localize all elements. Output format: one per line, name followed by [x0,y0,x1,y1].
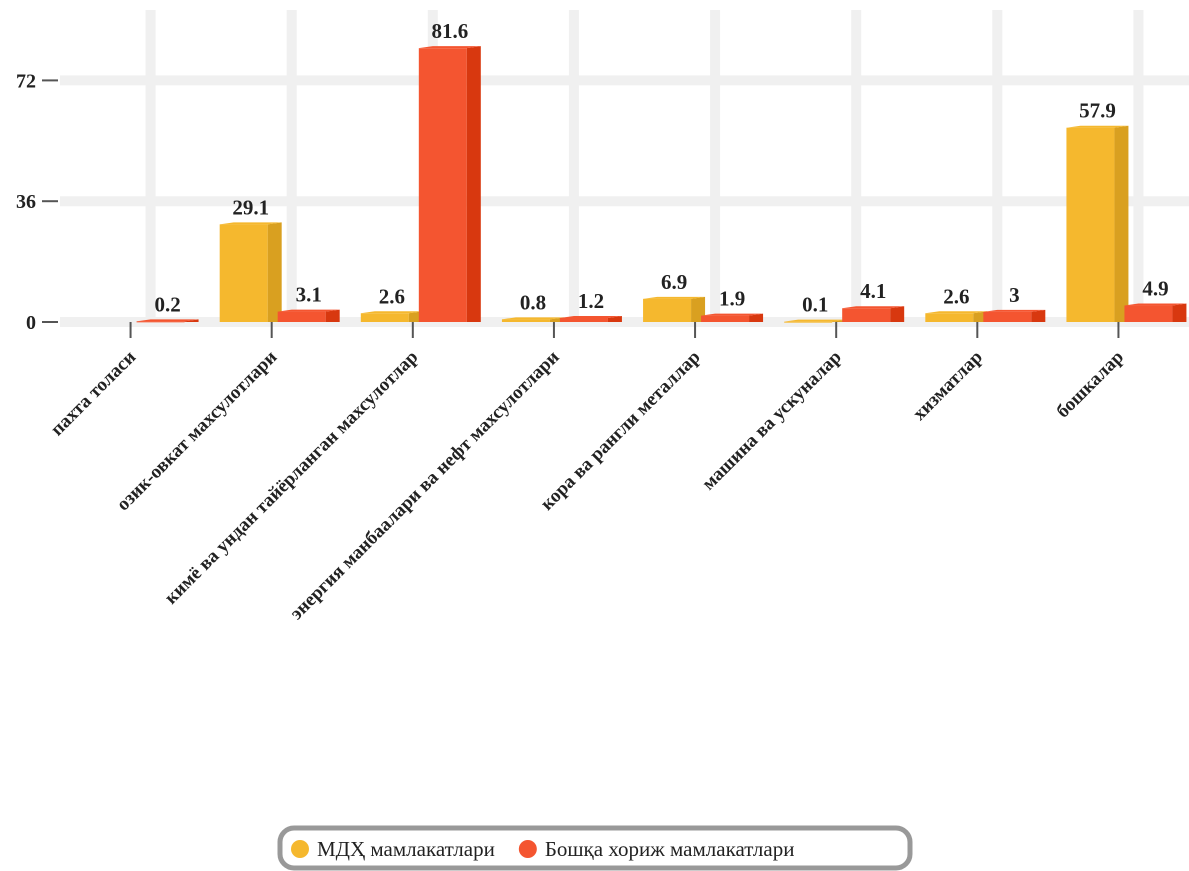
value-label: 1.2 [578,289,604,313]
bar-side [1172,303,1187,322]
bar [1124,303,1187,322]
bar-side [1031,309,1046,322]
bar-top [501,317,564,320]
bar-front [418,48,467,322]
x-tick-label: энергия манбаалари ва нефт махсулотлари [286,347,563,624]
bar-front [360,313,409,322]
legend-label: МДҲ мамлакатлари [317,837,495,861]
bar [701,313,764,322]
bar-top [136,319,199,322]
bar-front [842,308,891,322]
bar [360,311,423,322]
bar-side [325,309,340,322]
value-label: 6.9 [661,270,687,294]
bar-side [607,315,622,322]
x-tick-label: бошкалар [1052,347,1128,423]
legend-box [277,825,913,871]
value-label: 81.6 [431,19,468,43]
bar-front [559,317,608,322]
bar-top [360,311,423,314]
bar-side [749,313,764,322]
bar-top [418,46,481,49]
y-tick-label: 0 [26,312,36,334]
bar-side [184,319,199,322]
value-label: 4.1 [860,279,886,303]
bar-side [890,306,905,322]
bar-front [925,313,974,322]
bar [1066,125,1129,322]
bar-front [136,321,185,323]
bar-side [267,222,282,322]
value-label: 29.1 [232,195,269,219]
value-label: 3 [1009,283,1020,307]
bar [136,319,199,323]
value-label: 2.6 [943,284,969,308]
value-label: 2.6 [379,284,405,308]
bar [559,315,622,322]
value-label: 0.8 [520,290,546,314]
x-tick-label: пахта толаси [47,347,140,440]
y-tick-label: 72 [16,70,36,92]
bar-top [219,222,282,225]
value-label: 0.2 [154,292,180,316]
bar-front [277,311,326,322]
bar [219,222,282,322]
bar-side [466,46,481,322]
bar-top [277,309,340,312]
value-label: 57.9 [1079,99,1116,123]
bar-front [1124,305,1173,322]
bar-front [643,298,692,322]
bar-top [983,309,1046,312]
x-tick-label: кимё ва ундан тайёрланган махсулотлар [161,347,423,609]
bar-top [643,296,706,299]
bar [643,296,706,322]
bar [925,311,988,322]
legend-marker [291,840,309,858]
bar-top [842,306,905,309]
bar-front [701,315,750,322]
legend-label: Бошқа хориж мамлакатлари [545,837,795,861]
x-tick-label: озик-овкат махсулотлари [113,347,282,516]
y-tick-label: 36 [16,191,36,213]
bar-front [983,311,1032,322]
bar [277,309,340,322]
bar [842,306,905,322]
value-label: 0.1 [802,293,828,317]
bar-front [501,319,550,322]
x-tick-label: машина ва ускуналар [698,347,846,495]
bar [983,309,1046,322]
value-label: 3.1 [296,283,322,307]
bar-top [559,315,622,318]
bar-top [701,313,764,316]
bar-side [1114,125,1129,322]
bar-top [784,319,847,322]
bar-top [1124,303,1187,306]
bar-front [1066,127,1115,322]
legend-marker [518,840,537,858]
bar-top [925,311,988,314]
value-label: 1.9 [719,287,745,311]
bar-top [1066,125,1129,128]
bar [501,317,564,322]
value-label: 4.9 [1142,277,1168,301]
bar-front [219,224,268,322]
x-tick-label: хизматлар [909,347,987,425]
bar-front [784,321,833,323]
bar [418,46,481,322]
x-tick-label: кора ва рангли металлар [537,347,705,515]
